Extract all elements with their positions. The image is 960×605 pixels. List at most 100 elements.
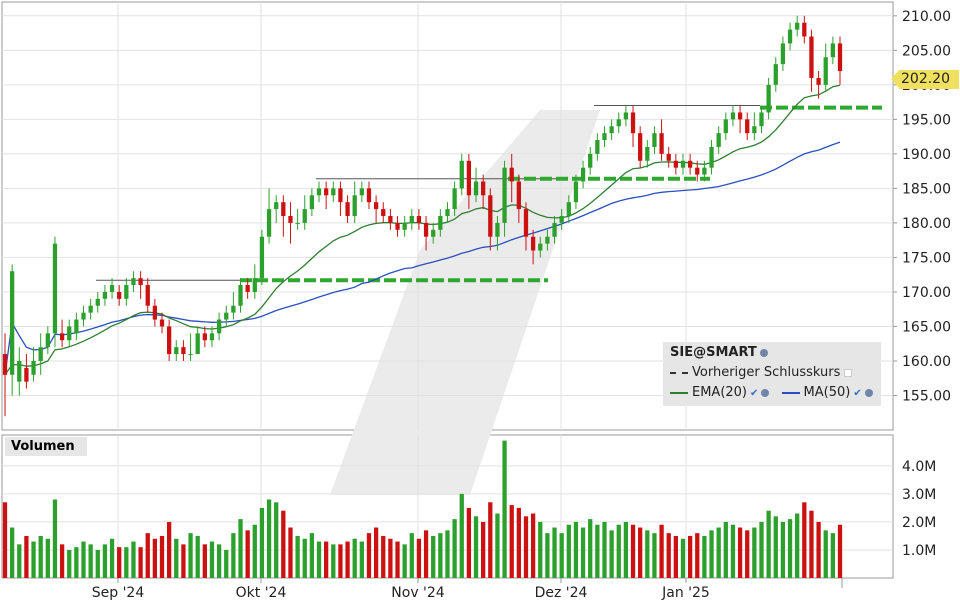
volume-bar <box>445 530 450 578</box>
candle-body <box>195 333 200 355</box>
candle-body <box>152 305 158 320</box>
ma50-line <box>4 141 841 375</box>
candle-body <box>117 291 122 299</box>
checkbox-icon[interactable] <box>844 368 853 377</box>
candle-body <box>580 167 586 182</box>
volume-bar <box>780 521 786 578</box>
candle-body <box>837 43 843 72</box>
volume-bar <box>259 507 265 578</box>
candle-body <box>67 326 72 341</box>
volume-bar <box>837 524 843 578</box>
check-icon[interactable]: ✔ <box>750 388 759 399</box>
candle-body <box>795 22 800 30</box>
candle-body <box>52 243 58 334</box>
volume-bar <box>152 538 158 578</box>
candle-body <box>366 188 372 203</box>
volume-bar <box>145 533 150 578</box>
candle-body <box>680 160 686 168</box>
candle-body <box>488 195 493 237</box>
volume-bar <box>288 527 293 578</box>
volume-bar <box>159 535 165 578</box>
volume-bar <box>423 530 429 578</box>
volume-bar <box>338 544 343 578</box>
candle-body <box>274 202 279 210</box>
volume-bar <box>588 519 593 578</box>
candle-body <box>516 181 521 210</box>
price-tick-label: 195.00 <box>902 112 951 128</box>
legend-prev-close: Vorheriger Schlusskurs <box>670 365 853 380</box>
volume-bar <box>545 533 550 578</box>
x-tick-label: Okt '24 <box>236 585 287 600</box>
check-icon[interactable]: ✔ <box>853 388 862 399</box>
volume-bar <box>38 535 43 578</box>
candle-body <box>38 347 43 361</box>
candle-body <box>259 236 265 279</box>
candle-body <box>702 167 707 175</box>
candle-body <box>780 43 786 65</box>
candle-body <box>31 360 36 375</box>
volume-bar <box>659 524 664 578</box>
volume-bar <box>195 535 200 578</box>
volume-bar <box>530 513 536 578</box>
volume-bar <box>616 524 621 578</box>
candle-body <box>174 347 179 355</box>
volume-bar <box>652 533 657 578</box>
candle-body <box>252 278 257 292</box>
volume-bar <box>687 535 693 578</box>
candle-body <box>359 188 364 196</box>
volume-bar <box>302 538 307 578</box>
candle-body <box>687 160 693 168</box>
volume-bar <box>538 521 543 578</box>
volume-bar <box>431 535 436 578</box>
volume-bar <box>773 516 778 578</box>
volume-bar <box>716 527 721 578</box>
candle-body <box>324 188 329 196</box>
candle-body <box>402 222 407 230</box>
volume-bar <box>138 547 143 578</box>
volume-bar <box>74 547 79 578</box>
candle-body <box>666 153 671 161</box>
candle-body <box>630 112 636 134</box>
candle-body <box>523 209 529 237</box>
volume-bar <box>266 499 272 578</box>
candle-body <box>88 305 93 313</box>
candle-body <box>409 216 414 223</box>
volume-bar <box>309 533 315 578</box>
candle-body <box>659 133 664 154</box>
volume-bar <box>216 544 222 578</box>
candle-body <box>338 188 343 203</box>
price-tick-label: 160.00 <box>902 354 951 370</box>
volume-bar <box>766 510 771 578</box>
price-tick-label: 175.00 <box>902 250 951 266</box>
watermark-shape <box>330 110 600 495</box>
volume-bar <box>174 538 179 578</box>
volume-bar <box>202 544 207 578</box>
candle-body <box>716 133 721 147</box>
volume-bar <box>745 530 750 578</box>
last-price-tag: 202.20 <box>891 70 959 89</box>
volume-bar <box>167 521 172 578</box>
candle-body <box>481 181 486 196</box>
volume-bar <box>473 516 479 578</box>
volume-bar <box>723 521 728 578</box>
volume-bar <box>188 533 193 578</box>
volume-bar <box>630 524 636 578</box>
volume-bar <box>9 527 15 578</box>
candle-body <box>188 354 193 356</box>
candle-body <box>459 160 464 189</box>
volume-bar <box>645 530 650 578</box>
candle-body <box>302 209 307 223</box>
candle-body <box>737 112 743 120</box>
candle-body <box>723 119 728 134</box>
volume-bar <box>345 541 350 578</box>
volume-bar <box>67 549 72 578</box>
volume-bar <box>124 547 129 578</box>
volume-tick-label: 1.0M <box>902 543 936 559</box>
volume-bar <box>416 538 422 578</box>
candle-body <box>131 278 136 286</box>
volume-bar <box>523 516 529 578</box>
volume-bar <box>759 521 764 578</box>
candle-body <box>145 285 150 306</box>
volume-bar <box>102 544 108 578</box>
